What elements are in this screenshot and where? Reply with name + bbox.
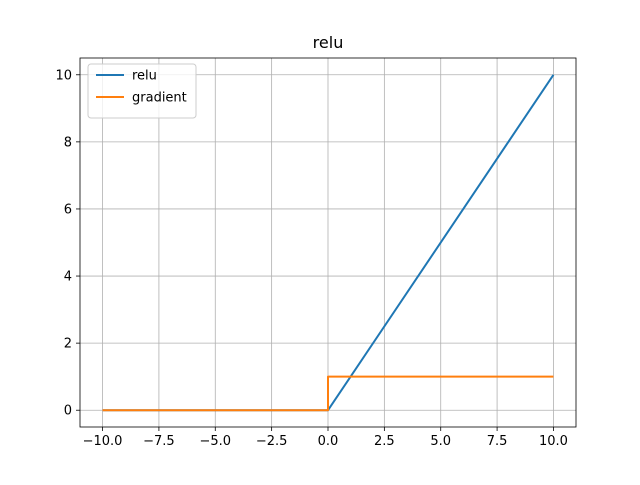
x-tick-label: 2.5 [374,434,395,449]
x-tick-label: 10.0 [539,434,568,449]
y-tick-label: 10 [55,68,72,83]
legend: relu gradient [87,63,197,119]
x-tick-label: −10.0 [83,434,123,449]
series-lines [102,74,555,412]
x-tick-label: −2.5 [256,434,288,449]
axis-ticks: −10.0 −7.5 −5.0 −2.5 0.0 2.5 5.0 7.5 10.0 0 2 4 6 8 10 [55,68,567,449]
x-tick-label: −5.0 [199,434,231,449]
legend-box [87,63,197,119]
y-tick-label: 2 [64,337,72,352]
y-tick-label: 0 [64,404,72,419]
gradient-legend-label: gradient [132,91,187,106]
y-tick-label: 8 [64,135,72,150]
y-tick-label: 6 [64,202,72,217]
y-tick-label: 4 [64,270,72,285]
gradient-series-line [102,375,554,412]
x-tick-label: 5.0 [430,434,451,449]
x-tick-label: −7.5 [143,434,175,449]
relu-legend-label: relu [132,69,157,84]
x-tick-label: 0.0 [318,434,339,449]
x-tick-label: 7.5 [487,434,508,449]
chart-title: relu [313,33,344,52]
